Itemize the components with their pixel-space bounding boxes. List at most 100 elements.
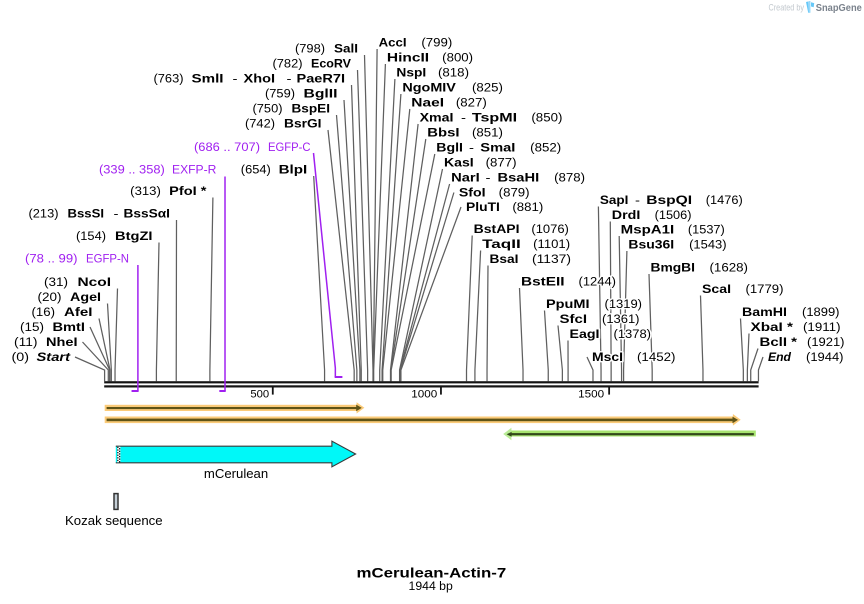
svg-text:(1911): (1911): [803, 322, 841, 334]
svg-text:1000: 1000: [411, 389, 437, 401]
svg-text:BclI *: BclI *: [760, 337, 798, 349]
svg-text:(1543): (1543): [689, 240, 727, 252]
svg-text:SapI: SapI: [600, 195, 629, 207]
svg-text:(213): (213): [29, 209, 59, 221]
svg-text:BspEI: BspEI: [292, 104, 331, 116]
svg-text:SalI: SalI: [334, 44, 358, 56]
svg-text:(800): (800): [442, 53, 473, 65]
svg-text:(1921): (1921): [807, 337, 845, 349]
svg-text:(763): (763): [154, 74, 184, 86]
svg-text:PaeR7I: PaeR7I: [297, 74, 346, 86]
svg-text:(881): (881): [512, 202, 543, 214]
svg-text:(750): (750): [253, 104, 283, 116]
svg-text:NgoMIV: NgoMIV: [402, 83, 456, 95]
svg-text:BlpI: BlpI: [279, 165, 308, 177]
svg-text:(1476): (1476): [706, 195, 743, 207]
svg-text:(1506): (1506): [655, 210, 692, 222]
svg-text:BsaI: BsaI: [490, 254, 519, 266]
svg-text:mCerulean-Actin-7: mCerulean-Actin-7: [357, 565, 507, 581]
svg-text:Bsu36I: Bsu36I: [628, 240, 674, 252]
svg-text:BglI: BglI: [436, 143, 463, 155]
svg-text:SmlI: SmlI: [192, 74, 224, 86]
svg-text:(1137): (1137): [532, 254, 571, 266]
svg-text:BssSI: BssSI: [68, 209, 105, 221]
svg-text:(0): (0): [12, 352, 30, 364]
svg-text:Kozak sequence: Kozak sequence: [65, 513, 163, 528]
svg-text:NcoI: NcoI: [78, 277, 112, 289]
svg-text:TaqII: TaqII: [482, 239, 521, 251]
svg-text:(742): (742): [245, 119, 275, 131]
svg-text:(1244): (1244): [579, 277, 617, 289]
svg-text:(16): (16): [32, 307, 56, 319]
svg-text:-: -: [287, 74, 292, 86]
svg-text:BsrGI: BsrGI: [284, 119, 322, 131]
svg-text:(1319): (1319): [605, 299, 643, 311]
svg-text:XmaI: XmaI: [420, 113, 454, 125]
svg-text:(1899): (1899): [802, 307, 840, 319]
svg-text:(1628): (1628): [710, 263, 749, 275]
svg-text:1500: 1500: [578, 389, 604, 401]
svg-text:EXFP-R: EXFP-R: [172, 165, 216, 177]
svg-text:BstEII: BstEII: [521, 277, 565, 289]
svg-text:MscI: MscI: [592, 352, 623, 364]
svg-text:XbaI *: XbaI *: [751, 322, 794, 334]
svg-text:EcoRV: EcoRV: [311, 59, 351, 71]
svg-text:(154): (154): [76, 231, 106, 243]
svg-text:(20): (20): [38, 292, 62, 304]
svg-text:BamHI: BamHI: [742, 307, 787, 319]
svg-text:-: -: [114, 209, 119, 221]
svg-text:AfeI: AfeI: [64, 307, 93, 319]
svg-text:-: -: [461, 113, 466, 125]
svg-text:NaeI: NaeI: [411, 98, 444, 110]
svg-text:(654): (654): [241, 165, 271, 177]
svg-text:(1361): (1361): [602, 314, 640, 326]
svg-text:NheI: NheI: [46, 337, 78, 349]
svg-text:PpuMI: PpuMI: [546, 299, 590, 311]
svg-text:(1378): (1378): [614, 329, 652, 341]
svg-text:MspA1I: MspA1I: [621, 225, 675, 237]
svg-text:BstAPI: BstAPI: [474, 224, 520, 236]
svg-text:-: -: [469, 143, 474, 155]
svg-text:(759): (759): [265, 89, 295, 101]
svg-text:AccI: AccI: [379, 38, 407, 50]
svg-text:KasI: KasI: [444, 158, 474, 170]
svg-text:(799): (799): [421, 38, 452, 50]
svg-text:BmtI: BmtI: [53, 322, 86, 334]
svg-text:(850): (850): [531, 113, 562, 125]
svg-text:PfoI *: PfoI *: [169, 186, 207, 198]
svg-text:PluTI: PluTI: [466, 202, 500, 214]
svg-text:(1101): (1101): [533, 239, 570, 251]
svg-text:BssSαI: BssSαI: [124, 209, 171, 221]
svg-text:SfoI: SfoI: [459, 188, 486, 200]
svg-text:HincII: HincII: [387, 53, 429, 65]
svg-text:(818): (818): [438, 68, 469, 80]
svg-text:-: -: [486, 173, 491, 185]
svg-text:Start: Start: [37, 352, 72, 364]
svg-text:End: End: [768, 352, 792, 364]
svg-text:SmaI: SmaI: [480, 143, 515, 155]
svg-text:BsaHI: BsaHI: [498, 173, 540, 185]
svg-text:DrdI: DrdI: [612, 210, 641, 222]
svg-text:(827): (827): [456, 98, 487, 110]
svg-text:(851): (851): [472, 128, 503, 140]
svg-text:Created by: Created by: [769, 3, 805, 14]
svg-text:NspI: NspI: [396, 68, 426, 80]
svg-text:(313): (313): [130, 186, 161, 198]
svg-text:(1452): (1452): [637, 352, 676, 364]
svg-text:EagI: EagI: [570, 329, 600, 341]
svg-text:(798): (798): [295, 44, 325, 56]
svg-text:-: -: [233, 74, 238, 86]
svg-text:AgeI: AgeI: [70, 292, 101, 304]
svg-text:BmgBI: BmgBI: [651, 263, 696, 275]
svg-text:XhoI: XhoI: [244, 74, 276, 86]
svg-text:BtgZI: BtgZI: [115, 231, 153, 243]
svg-text:EGFP-N: EGFP-N: [86, 254, 129, 266]
svg-text:1944 bp: 1944 bp: [409, 581, 453, 593]
svg-text:(825): (825): [472, 83, 503, 95]
svg-text:(877): (877): [486, 158, 517, 170]
svg-text:NarI: NarI: [451, 173, 480, 185]
svg-text:(1779): (1779): [746, 284, 784, 296]
svg-text:(78 .. 99): (78 .. 99): [25, 254, 78, 266]
svg-text:500: 500: [250, 389, 269, 401]
svg-text:BbsI: BbsI: [427, 128, 459, 140]
